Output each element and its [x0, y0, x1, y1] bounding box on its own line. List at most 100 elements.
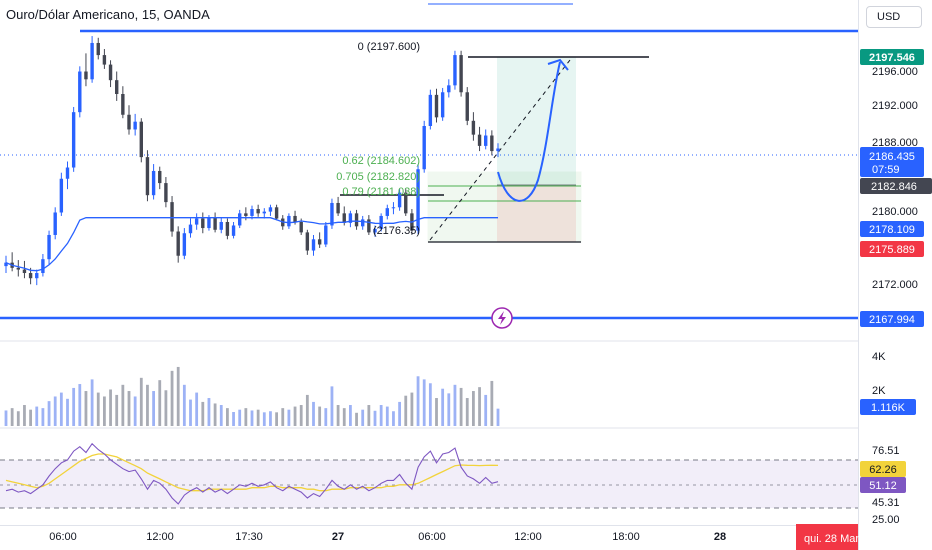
volume-bar: [293, 406, 297, 426]
candle: [96, 37, 100, 60]
candle: [404, 189, 408, 216]
candle: [477, 126, 482, 152]
candle: [84, 53, 88, 87]
price-tick: 2180.000: [872, 206, 918, 218]
candle: [496, 143, 500, 158]
candle: [447, 79, 451, 98]
volume-bar: [324, 408, 328, 426]
price-label-green: 2197.546: [860, 49, 924, 65]
time-tick: 06:00: [418, 531, 446, 543]
svg-text:2186.435: 2186.435: [869, 151, 915, 163]
svg-text:51.12: 51.12: [869, 480, 897, 492]
candle: [440, 87, 445, 121]
chart-title: Ouro/Dólar Americano, 15, OANDA: [6, 7, 210, 22]
volume-bar: [281, 408, 285, 426]
svg-text:1.116K: 1.116K: [871, 402, 906, 414]
volume-bar: [182, 384, 186, 426]
rsi-band: [0, 460, 858, 508]
volume-bar: [10, 408, 14, 426]
candle: [115, 71, 119, 101]
candle: [22, 260, 27, 279]
fib-label-062: 0.62 (2184.602): [342, 155, 420, 167]
candle: [41, 254, 45, 277]
volume-bar: [146, 384, 149, 426]
volume-bar: [23, 405, 26, 426]
volume-bar: [416, 376, 420, 426]
price-label-blue: 2178.109: [860, 221, 924, 237]
price-label-red: 2175.889: [860, 241, 924, 257]
volume-bar: [115, 394, 119, 426]
volume-bar: [158, 380, 162, 426]
volume-current-label: 1.116K: [860, 399, 916, 415]
candle: [311, 234, 316, 256]
candle: [305, 229, 310, 255]
candle: [490, 130, 494, 156]
volume-bar: [189, 399, 192, 426]
rsi-line: [5, 442, 499, 505]
candle: [71, 106, 76, 172]
rsi-tick: 76.51: [872, 445, 900, 457]
lightning-icon[interactable]: [491, 307, 513, 329]
candle: [287, 213, 291, 229]
time-range-label: qui. 28 Mar: [796, 524, 859, 550]
projection-curve[interactable]: [497, 61, 561, 202]
price-tick: 2196.000: [872, 66, 918, 78]
volume-bar: [336, 405, 340, 426]
position-loss-zone[interactable]: [497, 185, 576, 242]
time-tick: 06:00: [49, 531, 77, 543]
fib-label-0705: 0.705 (2182.820): [336, 171, 420, 183]
fib-zone[interactable]: [427, 171, 582, 243]
candle: [47, 230, 51, 265]
time-tick: 17:30: [235, 531, 263, 543]
fib-label-079: 0.79 (2181.038): [342, 186, 420, 198]
candle: [317, 232, 322, 248]
price-tick: 2172.000: [872, 279, 918, 291]
volume-bar: [35, 406, 39, 426]
volume-bar: [250, 410, 254, 426]
volume-bar: [275, 412, 278, 426]
candle: [336, 196, 340, 216]
price-label-current: 2186.435 07:59: [860, 147, 924, 177]
volume-bar: [256, 409, 260, 426]
price-label-support: 2167.994: [860, 311, 924, 327]
time-tick: 12:00: [146, 531, 174, 543]
volume-bar: [287, 409, 291, 426]
volume-tick: 2K: [872, 385, 886, 397]
candle: [213, 212, 217, 233]
volume-bar: [176, 366, 180, 426]
candle: [385, 204, 389, 220]
rsi-ma-label: 62.26: [860, 461, 906, 477]
volume-bar: [72, 387, 76, 426]
volume-bar: [164, 390, 168, 426]
volume-bar: [41, 408, 45, 426]
volume-bar: [490, 380, 494, 426]
position-profit-zone[interactable]: [497, 57, 576, 185]
volume-bar: [244, 408, 248, 426]
volume-bar: [269, 411, 272, 426]
time-tick: 28: [714, 531, 726, 543]
svg-text:2167.994: 2167.994: [869, 314, 915, 326]
candle: [471, 112, 476, 141]
volume-bar: [373, 410, 377, 426]
volume-bar: [441, 388, 445, 426]
candle: [348, 210, 353, 228]
svg-text:62.26: 62.26: [869, 464, 897, 476]
candle: [10, 252, 14, 272]
candle: [194, 213, 199, 230]
volume-bar: [379, 405, 383, 426]
svg-text:2197.546: 2197.546: [869, 52, 915, 64]
svg-text:qui. 28 Mar: qui. 28 Mar: [804, 533, 859, 545]
candle: [59, 172, 64, 216]
volume-bar: [219, 405, 223, 426]
volume-bar: [195, 392, 199, 426]
price-tick: 2188.000: [872, 137, 918, 149]
volume-bar: [152, 391, 155, 426]
candle: [465, 87, 469, 126]
candle: [397, 189, 402, 211]
volume-bar: [459, 387, 463, 426]
currency-button[interactable]: USD: [866, 6, 922, 28]
volume-bar: [392, 411, 395, 426]
projection-arrow-head: [547, 58, 569, 71]
candle: [145, 150, 150, 202]
candle: [391, 202, 396, 215]
